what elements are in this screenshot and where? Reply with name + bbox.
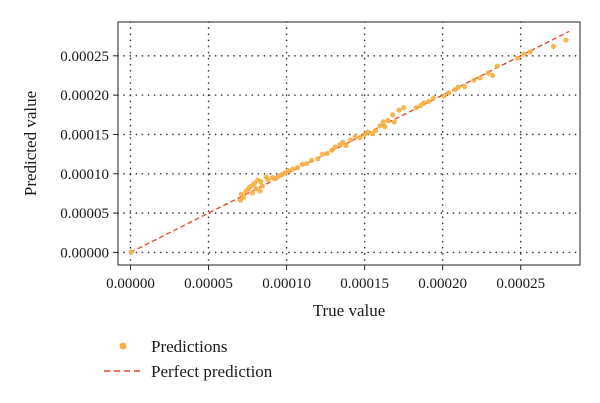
- prediction-point: [430, 95, 436, 101]
- x-tick-label: 0.00010: [262, 276, 311, 292]
- prediction-point: [489, 72, 496, 79]
- prediction-point: [357, 135, 363, 141]
- y-tick-label: 0.00010: [60, 167, 109, 183]
- x-axis-ticks: 0.00000 0.00005 0.00010 0.00015 0.00020 0.000…: [106, 265, 545, 292]
- prediction-point: [485, 70, 491, 76]
- legend: Predictions Perfect prediction: [104, 337, 273, 381]
- prediction-point: [128, 249, 134, 255]
- prediction-point: [527, 49, 533, 55]
- prediction-point: [461, 83, 468, 90]
- prediction-point: [290, 166, 296, 172]
- x-tick-label: 0.00005: [184, 276, 233, 292]
- y-axis-title: Predicted value: [21, 91, 40, 196]
- prediction-point: [241, 194, 247, 200]
- prediction-point: [471, 77, 477, 83]
- prediction-point: [258, 179, 264, 185]
- prediction-point: [382, 123, 388, 130]
- legend-marker-predictions: [119, 342, 127, 350]
- prediction-point: [563, 37, 569, 43]
- prediction-point: [285, 168, 291, 174]
- prediction-point: [249, 190, 255, 196]
- prediction-point: [521, 51, 527, 57]
- x-axis-title: True value: [313, 301, 386, 320]
- y-axis-ticks: 0.00000 0.00005 0.00010 0.00015 0.00020 0.000…: [60, 49, 118, 261]
- prediction-point: [477, 75, 483, 81]
- prediction-point: [455, 84, 461, 90]
- y-tick-label: 0.00005: [60, 206, 109, 222]
- prediction-point: [265, 176, 271, 182]
- prediction-point: [494, 63, 500, 69]
- prediction-point: [372, 127, 379, 134]
- x-tick-label: 0.00020: [418, 276, 467, 292]
- prediction-point: [253, 186, 259, 192]
- prediction-point: [343, 142, 349, 149]
- prediction-point: [413, 105, 419, 111]
- prediction-point: [304, 160, 310, 167]
- grid-layer: [117, 21, 581, 266]
- prediction-point: [441, 93, 447, 99]
- prediction-point: [514, 55, 521, 61]
- prediction-point: [315, 156, 321, 162]
- y-tick-label: 0.00025: [60, 49, 109, 65]
- prediction-point: [347, 137, 354, 143]
- x-tick-label: 0.00025: [496, 276, 545, 292]
- x-tick-label: 0.00015: [340, 276, 389, 292]
- prediction-point: [401, 105, 407, 111]
- prediction-point: [294, 164, 301, 171]
- prediction-point: [446, 90, 452, 96]
- prediction-point: [319, 151, 326, 157]
- prediction-point: [550, 43, 557, 49]
- prediction-point: [308, 157, 315, 164]
- prediction-point: [352, 134, 358, 140]
- prediction-point: [421, 100, 427, 106]
- prediction-point: [426, 98, 432, 105]
- prediction-point: [391, 119, 397, 125]
- prediction-point: [324, 150, 330, 156]
- y-tick-label: 0.00015: [60, 127, 109, 143]
- legend-label-predictions: Predictions: [151, 337, 228, 356]
- prediction-point: [380, 119, 386, 125]
- predictions-layer: [128, 37, 569, 255]
- prediction-point: [390, 112, 396, 118]
- prediction-point: [259, 183, 265, 189]
- y-tick-label: 0.00000: [60, 245, 109, 261]
- plot-frame: [117, 21, 581, 266]
- prediction-point: [377, 123, 383, 129]
- x-tick-label: 0.00000: [106, 276, 155, 292]
- prediction-point: [332, 144, 338, 150]
- prediction-point: [257, 188, 263, 194]
- prediction-point: [365, 129, 371, 135]
- y-tick-label: 0.00020: [60, 88, 109, 104]
- prediction-point: [299, 161, 305, 167]
- prediction-point: [385, 117, 391, 123]
- legend-label-perfect-prediction: Perfect prediction: [151, 362, 273, 381]
- prediction-point: [396, 107, 402, 113]
